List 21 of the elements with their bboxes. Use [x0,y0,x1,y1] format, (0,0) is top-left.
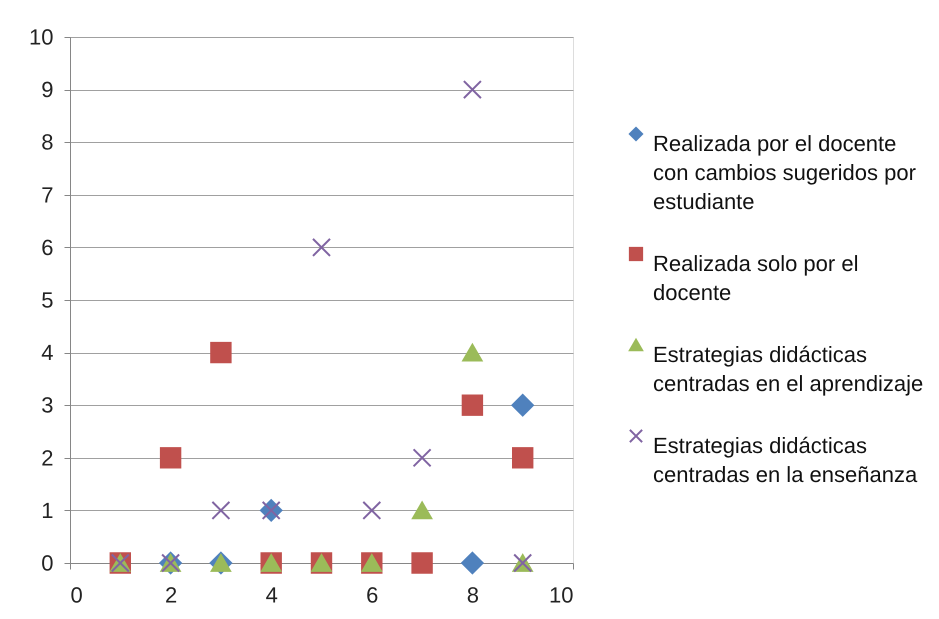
y-tick-label: 10 [29,24,54,50]
y-tick-label: 6 [41,234,54,260]
y-tick-label: 1 [41,498,54,523]
legend-label: Estrategias didácticas centradas en el aprendizaje [653,342,924,396]
y-tick-label: 9 [41,77,54,102]
y-tick-label: 5 [41,288,54,312]
legend-label: Realizada por el docente con cambios sugeridos por estudiante [653,131,916,214]
y-tick-label: 4 [41,340,54,366]
y-tick-label: 3 [41,392,54,418]
x-tick-label: 8 [466,582,480,608]
x-tick-label: 0 [70,582,83,608]
legend-label: Estrategias didácticas centradas en la enseñanza [653,433,918,487]
legend-label: Realizada solo por el docente [653,251,858,305]
y-tick-label: 8 [41,130,54,155]
x-tick-label: 2 [164,582,178,608]
x-tick-label: 4 [266,582,278,608]
y-tick-label: 7 [41,182,54,208]
y-tick-label: 0 [41,550,54,576]
y-tick-label: 2 [41,445,54,470]
x-tick-label: 10 [549,582,574,608]
x-tick-label: 6 [366,582,378,608]
